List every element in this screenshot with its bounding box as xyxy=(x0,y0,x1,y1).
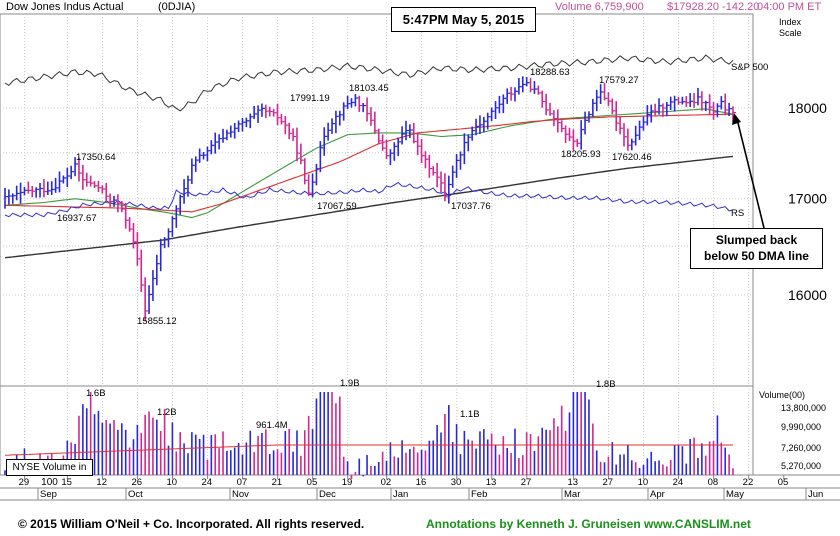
price-annotation: 18205.93 xyxy=(561,149,601,160)
month-label: Jun xyxy=(808,489,823,500)
price-annotation: 17579.27 xyxy=(599,75,639,86)
date-tick-label: 10 xyxy=(638,477,649,488)
date-tick-label: 07 xyxy=(237,477,248,488)
price-annotation: 17067.59 xyxy=(317,201,357,212)
index-scale-line-2: Scale xyxy=(779,28,802,38)
ticker-name: Dow Jones Indus Actual xyxy=(6,1,124,13)
date-tick-label: 12 xyxy=(96,477,107,488)
price-annotation: 17350.64 xyxy=(76,152,116,163)
volume-unit-label: Volume(00) xyxy=(759,390,805,400)
date-tick-label: 27 xyxy=(603,477,614,488)
date-tick-label: 13 xyxy=(486,477,497,488)
price-tick-label: 18000 xyxy=(788,100,827,116)
price-annotation: 17620.46 xyxy=(612,152,652,163)
volume-readout: Volume 6,759,900 xyxy=(555,1,644,13)
price-tick-label: 16000 xyxy=(788,287,827,303)
date-tick-label: 10 xyxy=(167,477,178,488)
month-label: Dec xyxy=(319,489,336,500)
annotations-footer: Annotations by Kenneth J. Gruneisen www.… xyxy=(426,517,751,531)
annotation-callout: Slumped back below 50 DMA line xyxy=(690,228,823,269)
date-tick-label: 30 xyxy=(451,477,462,488)
volume-annotation: 1.2B xyxy=(157,407,177,418)
date-tick-label: 02 xyxy=(381,477,392,488)
callout-arrow-head xyxy=(732,113,741,125)
month-label: Feb xyxy=(471,489,487,500)
price-annotation: 17037.76 xyxy=(451,201,491,212)
date-tick-label: 27 xyxy=(521,477,532,488)
price-tick-label: 17000 xyxy=(788,191,827,207)
month-label: Apr xyxy=(650,489,665,500)
date-tick-label: 24 xyxy=(673,477,684,488)
copyright-footer: © 2015 William O'Neil + Co. Incorporated… xyxy=(18,517,365,531)
date-tick-label: 05 xyxy=(307,477,318,488)
price-annotation: 16937.67 xyxy=(57,213,97,224)
price-annotation: 18103.45 xyxy=(349,83,389,94)
month-label: Nov xyxy=(232,489,249,500)
volume-tick-label: 13,800,000 xyxy=(781,403,826,413)
volume-tick-label: 5,270,000 xyxy=(781,461,821,471)
date-tick-label: 21 xyxy=(272,477,283,488)
nyse-volume-label: NYSE Volume in 100 xyxy=(6,459,93,488)
volume-annotation: 961.4M xyxy=(256,420,288,431)
date-tick-label: 26 xyxy=(131,477,142,488)
time-readout: 04:00 PM ET xyxy=(757,1,822,13)
volume-annotation: 1.9B xyxy=(340,378,360,389)
ticker-symbol: (0DJIA) xyxy=(158,1,196,13)
price-annotation: 15855.12 xyxy=(137,316,177,327)
date-tick-label: 16 xyxy=(416,477,427,488)
date-tick-label: 29 xyxy=(19,477,30,488)
month-label: May xyxy=(726,489,744,500)
callout-arrow-shaft xyxy=(736,118,765,229)
timestamp-box: 5:47PM May 5, 2015 xyxy=(391,7,536,32)
rs-label: RS xyxy=(731,208,744,219)
volume-annotation: 1.8B xyxy=(596,379,616,390)
price-annotation: 18288.63 xyxy=(530,67,570,78)
date-tick-label: 22 xyxy=(743,477,754,488)
price-readout: $17928.20 -142.20 xyxy=(667,1,760,13)
volume-annotation: 1.1B xyxy=(460,409,480,420)
index-scale-line-1: Index xyxy=(779,17,802,27)
callout-line-1: Slumped back xyxy=(715,233,798,247)
volume-annotation: 1.6B xyxy=(86,388,106,399)
date-tick-label: 19 xyxy=(342,477,353,488)
price-annotation: 17991.19 xyxy=(290,93,330,104)
date-tick-label: 15 xyxy=(61,477,72,488)
ma200-line xyxy=(4,155,734,259)
date-tick-label: 05 xyxy=(778,477,789,488)
month-label: Sep xyxy=(40,489,57,500)
volume-tick-label: 7,260,000 xyxy=(781,443,821,453)
month-label: Oct xyxy=(128,489,143,500)
date-tick-label: 24 xyxy=(202,477,213,488)
callout-line-2: below 50 DMA line xyxy=(704,249,809,263)
sp500-label: S&P 500 xyxy=(731,62,768,73)
index-scale-label: Index Scale xyxy=(779,17,802,39)
month-label: Jan xyxy=(393,489,408,500)
volume-average-line xyxy=(4,444,733,456)
date-tick-label: 08 xyxy=(708,477,719,488)
month-label: Mar xyxy=(564,489,580,500)
sp500-line xyxy=(4,54,734,112)
date-tick-label: 13 xyxy=(567,477,578,488)
volume-tick-label: 9,990,000 xyxy=(781,422,821,432)
